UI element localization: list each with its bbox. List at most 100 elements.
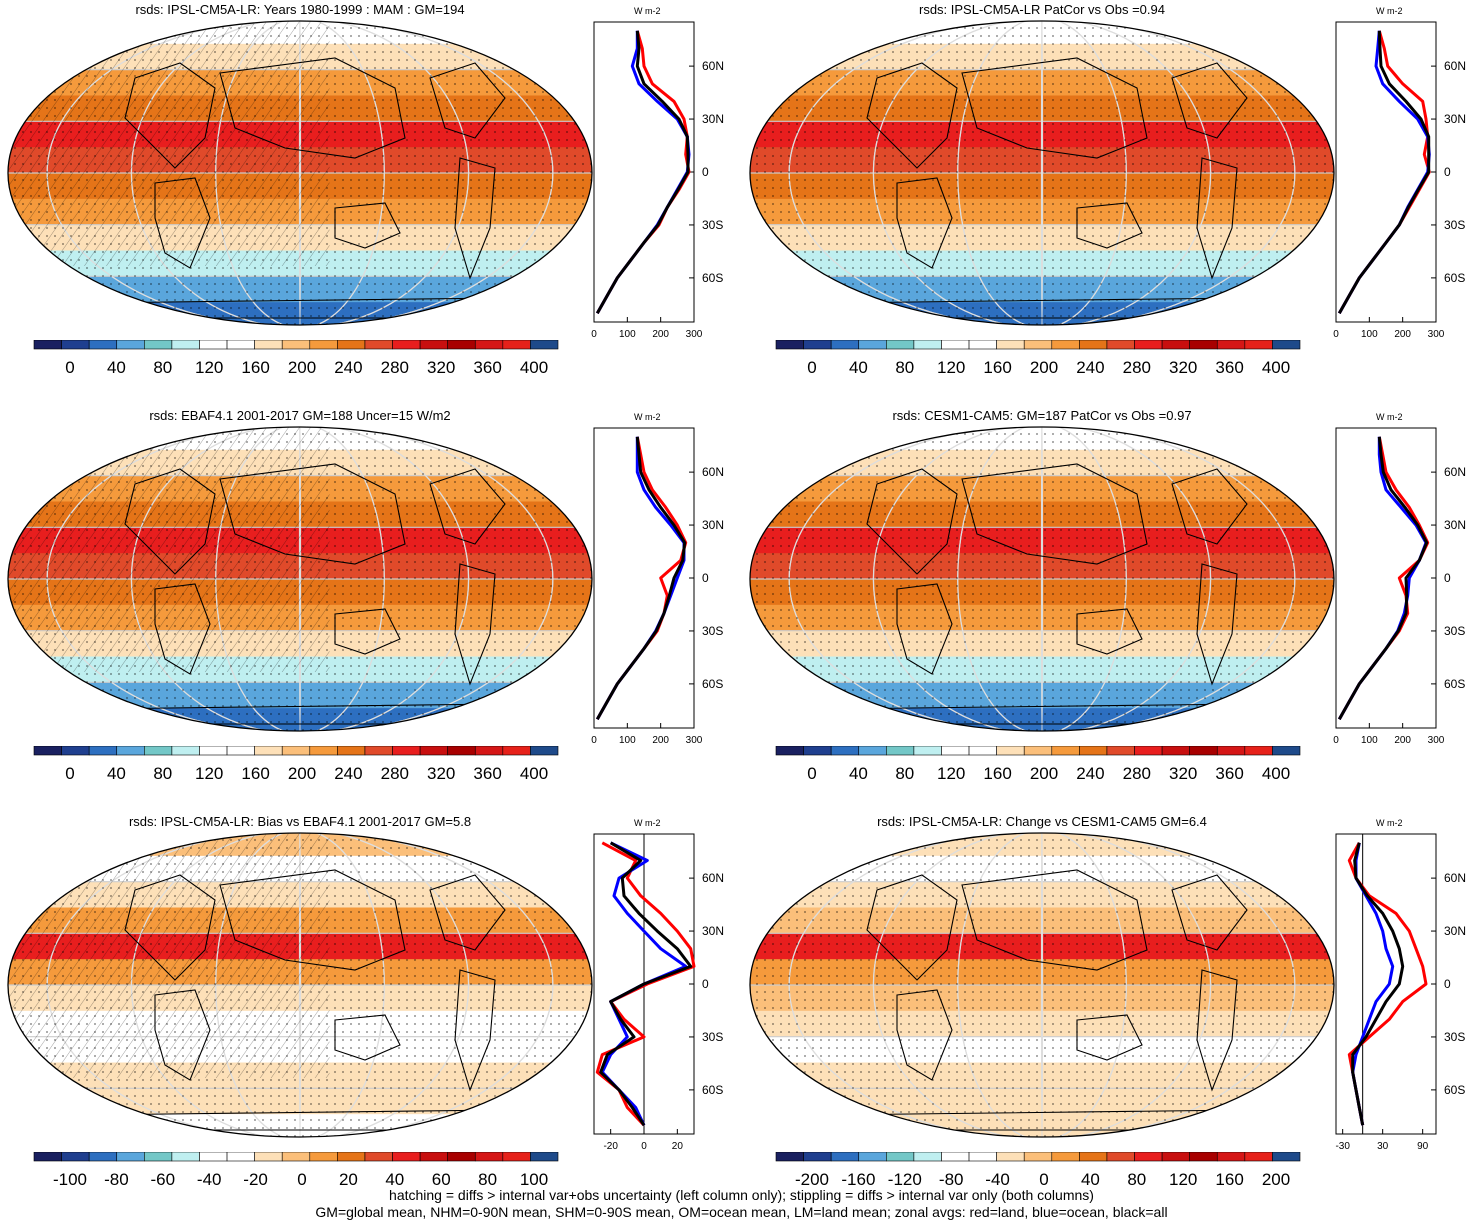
map-border: [749, 426, 1335, 732]
y-tick-label: 60S: [1444, 271, 1465, 285]
coastline: [896, 177, 953, 269]
zonal-unit-label: W m-2: [634, 818, 661, 828]
coastline: [454, 157, 496, 280]
colorbar-tick-label: 280: [1123, 764, 1151, 783]
colorbar-tick-label: 360: [473, 358, 501, 377]
coastline: [961, 869, 1148, 971]
colorbar-tick-label: 40: [849, 358, 868, 377]
y-tick-label: 30N: [1444, 112, 1466, 126]
zonal-series-all: [595, 30, 690, 314]
colorbar-swatch: [171, 746, 200, 756]
colorbar-swatch: [88, 746, 118, 756]
y-tick-label: 30N: [1444, 518, 1466, 532]
colorbar-swatch: [33, 1152, 62, 1162]
colorbar-tick-label: 240: [1076, 358, 1104, 377]
colorbar-tick-label: 160: [1215, 1170, 1243, 1189]
y-tick-label: 0: [1444, 977, 1451, 991]
colorbar-swatch: [530, 746, 559, 756]
y-tick-label: 60N: [702, 465, 724, 479]
panel-title: rsds: IPSL-CM5A-LR: Change vs CESM1-CAM5…: [877, 814, 1207, 829]
zonal-series-ocean: [595, 436, 686, 720]
y-tick-label: 60N: [1444, 465, 1466, 479]
colorbar-tick-label: 200: [1030, 358, 1058, 377]
coastline: [961, 57, 1148, 159]
colorbar-swatch: [199, 746, 228, 756]
map-border: [7, 832, 593, 1138]
colorbar-swatch: [775, 746, 804, 756]
coastline: [124, 874, 216, 981]
map: [749, 20, 1335, 326]
colorbar-swatch: [474, 746, 504, 756]
x-tick-label: 0: [1333, 329, 1339, 340]
colorbar-swatch: [1216, 1152, 1246, 1162]
colorbar-swatch: [941, 1152, 970, 1162]
y-tick-label: 30N: [1444, 924, 1466, 938]
coastline: [454, 969, 496, 1092]
zonal-series-all: [1351, 842, 1405, 1126]
colorbar-tick-label: 160: [983, 764, 1011, 783]
stippling-overlay: [750, 427, 1334, 731]
colorbar-swatch: [1106, 340, 1135, 350]
coastline: [154, 177, 211, 269]
colorbar: 0 40 80 120 160 200 240 280 320 360 400: [33, 746, 559, 783]
colorbar-tick-label: 0: [297, 1170, 306, 1189]
colorbar-swatch: [886, 746, 915, 756]
x-tick-label: 200: [1394, 329, 1411, 340]
panel-ebaf-obs: rsds: EBAF4.1 2001-2017 GM=188 Uncer=15 …: [0, 406, 740, 806]
colorbar-swatch: [171, 340, 200, 350]
colorbar-swatch: [830, 340, 860, 350]
panel-title: rsds: CESM1-CAM5: GM=187 PatCor vs Obs =…: [892, 408, 1192, 423]
panel-ipsl-bias: rsds: IPSL-CM5A-LR: Bias vs EBAF4.1 2001…: [0, 812, 740, 1192]
colorbar-swatch: [1272, 746, 1301, 756]
hatching-overlay: [8, 833, 330, 1078]
coastline: [1171, 874, 1248, 951]
colorbar-tick-label: 120: [1169, 1170, 1197, 1189]
map-border: [749, 20, 1335, 326]
coastline: [334, 608, 401, 655]
colorbar-swatch: [254, 746, 283, 756]
y-tick-label: 0: [702, 165, 709, 179]
hatching-overlay: [8, 427, 330, 672]
colorbar-swatch: [474, 1152, 504, 1162]
colorbar-tick-label: 80: [153, 764, 172, 783]
colorbar-swatch: [309, 1152, 338, 1162]
colorbar-swatch: [1244, 340, 1273, 350]
colorbar-tick-label: 120: [937, 764, 965, 783]
y-tick-label: 60S: [702, 677, 723, 691]
coastline: [429, 874, 506, 951]
zonal-average-plot: W m-2 0 100 200 300 60N 30N 0 30S 60S: [591, 6, 724, 340]
zonal-series-all: [599, 841, 693, 1127]
coastline: [219, 57, 406, 159]
colorbar-swatch: [419, 340, 448, 350]
colorbar-swatch: [913, 746, 942, 756]
colorbar-swatch: [474, 340, 504, 350]
colorbar-tick-label: -160: [841, 1170, 875, 1189]
colorbar-swatch: [419, 746, 448, 756]
colorbar-tick-label: 320: [427, 764, 455, 783]
zonal-average-plot: W m-2 0 100 200 300 60N 30N 0 30S 60S: [1333, 6, 1466, 340]
colorbar-tick-label: 280: [381, 764, 409, 783]
colorbar-swatch: [1106, 746, 1135, 756]
colorbar-swatch: [1051, 340, 1080, 350]
zonal-average-plot: W m-2 0 100 200 300 60N 30N 0 30S 60S: [1333, 412, 1466, 746]
y-tick-label: 30N: [702, 518, 724, 532]
colorbar-swatch: [1023, 340, 1053, 350]
y-tick-label: 30S: [702, 624, 723, 638]
colorbar-swatch: [364, 1152, 393, 1162]
colorbar-tick-label: 240: [1076, 764, 1104, 783]
coastline: [219, 869, 406, 971]
colorbar-tick-label: -80: [939, 1170, 964, 1189]
colorbar-swatch: [116, 746, 145, 756]
colorbar-tick-label: -200: [795, 1170, 829, 1189]
colorbar-tick-label: 120: [195, 358, 223, 377]
colorbar-tick-label: -100: [53, 1170, 87, 1189]
colorbar-tick-label: 0: [807, 764, 816, 783]
colorbar-tick-label: 160: [241, 358, 269, 377]
colorbar-swatch: [337, 1152, 366, 1162]
colorbar-swatch: [337, 340, 366, 350]
colorbar-tick-label: 40: [107, 358, 126, 377]
panel-title: rsds: IPSL-CM5A-LR: Years 1980-1999 : MA…: [135, 2, 465, 17]
colorbar-swatch: [968, 1152, 997, 1162]
colorbar: 0 40 80 120 160 200 240 280 320 360 400: [775, 746, 1301, 783]
colorbar-swatch: [116, 1152, 145, 1162]
